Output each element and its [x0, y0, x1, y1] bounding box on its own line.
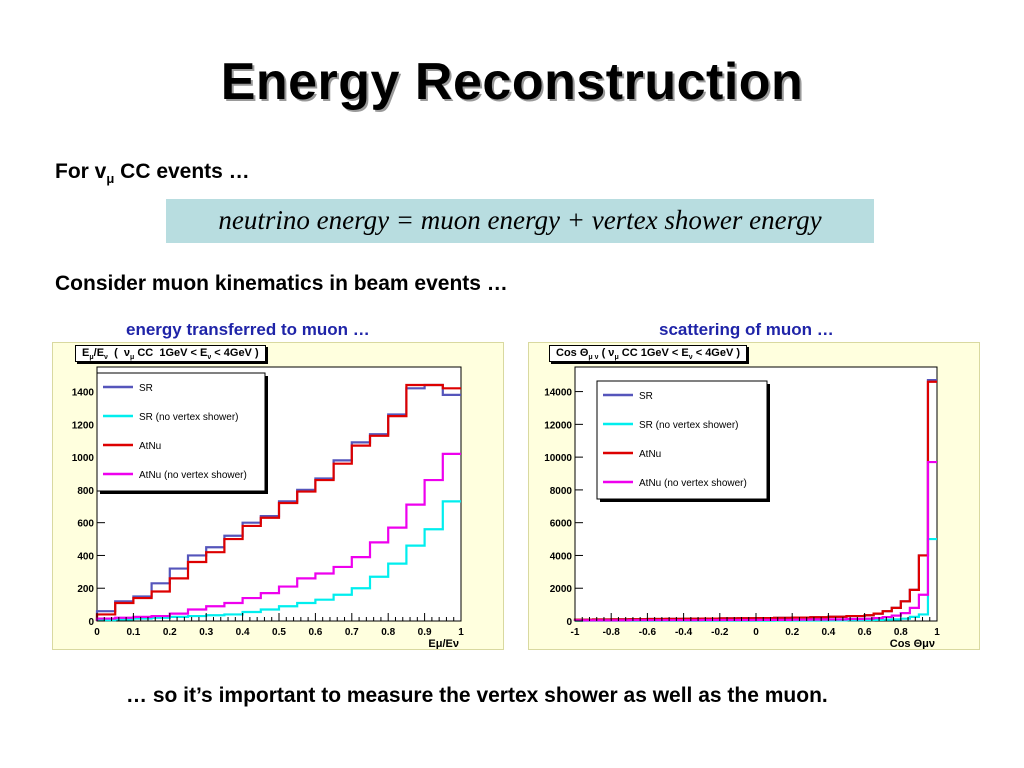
x-tick-label: 0.4 — [821, 627, 835, 638]
x-tick-label: -1 — [571, 627, 580, 638]
x-tick-label: 0.7 — [345, 627, 359, 638]
conclusion-line: … so it’s important to measure the verte… — [126, 684, 828, 707]
chart-panel-energy: Eμ/Eν ( νμ CC 1GeV < Eν < 4GeV ) 0 200 400… — [52, 342, 504, 650]
legend-entry: SR (no vertex shower) — [139, 412, 238, 423]
intro-line: For vμ CC events … — [55, 160, 250, 186]
y-tick-label: 800 — [77, 486, 94, 497]
legend-entry: AtNu (no vertex shower) — [139, 470, 247, 481]
chart-panel-angle: Cos Θμ ν ( νμ CC 1GeV < Eν < 4GeV ) 0 200… — [528, 342, 980, 650]
x-tick-label: -0.6 — [639, 627, 657, 638]
y-tick-label: 0 — [88, 617, 94, 628]
legend-entry: SR — [639, 391, 653, 402]
legend-entry: SR (no vertex shower) — [639, 420, 738, 431]
x-tick-label: 0.8 — [381, 627, 395, 638]
x-tick-label: 0.9 — [418, 627, 432, 638]
x-tick-label: 1 — [458, 627, 464, 638]
x-tick-label: 0.4 — [236, 627, 250, 638]
intro-suffix: CC events … — [114, 160, 250, 183]
y-tick-label: 12000 — [544, 420, 572, 431]
x-tick-label: -0.8 — [603, 627, 621, 638]
intro-subscript: μ — [106, 171, 115, 187]
x-axis-label: Cos Θμν — [890, 638, 935, 649]
legend-box — [96, 372, 266, 492]
y-tick-label: 600 — [77, 519, 94, 530]
equation-text: neutrino energy = muon energy + vertex s… — [218, 205, 822, 235]
y-tick-label: 0 — [566, 617, 572, 628]
x-axis-label: Eμ/Eν — [428, 638, 459, 649]
chart-title-angle: Cos Θμ ν ( νμ CC 1GeV < Eν < 4GeV ) — [549, 345, 748, 362]
legend-entry: AtNu (no vertex shower) — [639, 478, 747, 489]
y-tick-label: 200 — [77, 584, 94, 595]
intro-prefix: For v — [55, 160, 107, 183]
series-line-atnu-no-vertex-shower- — [95, 452, 461, 621]
consider-line: Consider muon kinematics in beam events … — [55, 272, 508, 295]
x-tick-label: 1 — [934, 627, 940, 638]
y-tick-label: 10000 — [544, 453, 572, 464]
equation-box: neutrino energy = muon energy + vertex s… — [166, 199, 874, 243]
x-tick-label: 0.2 — [163, 627, 177, 638]
chart-title-energy: Eμ/Eν ( νμ CC 1GeV < Eν < 4GeV ) — [75, 345, 266, 362]
legend-entry: SR — [139, 383, 153, 394]
y-tick-label: 1400 — [72, 388, 95, 399]
x-tick-label: 0.5 — [272, 627, 286, 638]
x-tick-label: -0.2 — [711, 627, 729, 638]
x-tick-label: 0 — [753, 627, 759, 638]
x-tick-label: 0.6 — [308, 627, 322, 638]
histogram-energy: 0 200 400 600 800 1000 1200 1400 0 0.1 0.2 0.3 0.4 0.… — [72, 366, 464, 650]
caption-right: scattering of muon … — [659, 320, 834, 339]
legend-entry: AtNu — [639, 449, 661, 460]
y-tick-label: 4000 — [550, 551, 573, 562]
x-tick-label: 0.6 — [858, 627, 872, 638]
caption-left: energy transferred to muon … — [126, 320, 370, 339]
y-tick-label: 1000 — [72, 453, 95, 464]
y-tick-label: 1200 — [72, 420, 95, 431]
y-tick-label: 400 — [77, 551, 94, 562]
x-tick-label: 0.3 — [199, 627, 213, 638]
x-tick-label: 0.1 — [126, 627, 140, 638]
series-line-atnu — [95, 383, 461, 621]
legend-box — [596, 380, 768, 500]
y-tick-label: 6000 — [550, 519, 573, 530]
x-tick-label: 0.2 — [785, 627, 799, 638]
histogram-angle: 0 2000 4000 6000 8000 10000 12000 14000 -1 -0.8 -0… — [544, 366, 940, 650]
page-title: Energy Reconstruction — [220, 53, 804, 111]
legend-entry: AtNu — [139, 441, 161, 452]
y-tick-label: 2000 — [550, 584, 573, 595]
y-tick-label: 14000 — [544, 388, 572, 399]
x-tick-label: -0.4 — [675, 627, 693, 638]
x-tick-label: 0.8 — [894, 627, 908, 638]
x-tick-label: 0 — [94, 627, 100, 638]
y-tick-label: 8000 — [550, 486, 573, 497]
